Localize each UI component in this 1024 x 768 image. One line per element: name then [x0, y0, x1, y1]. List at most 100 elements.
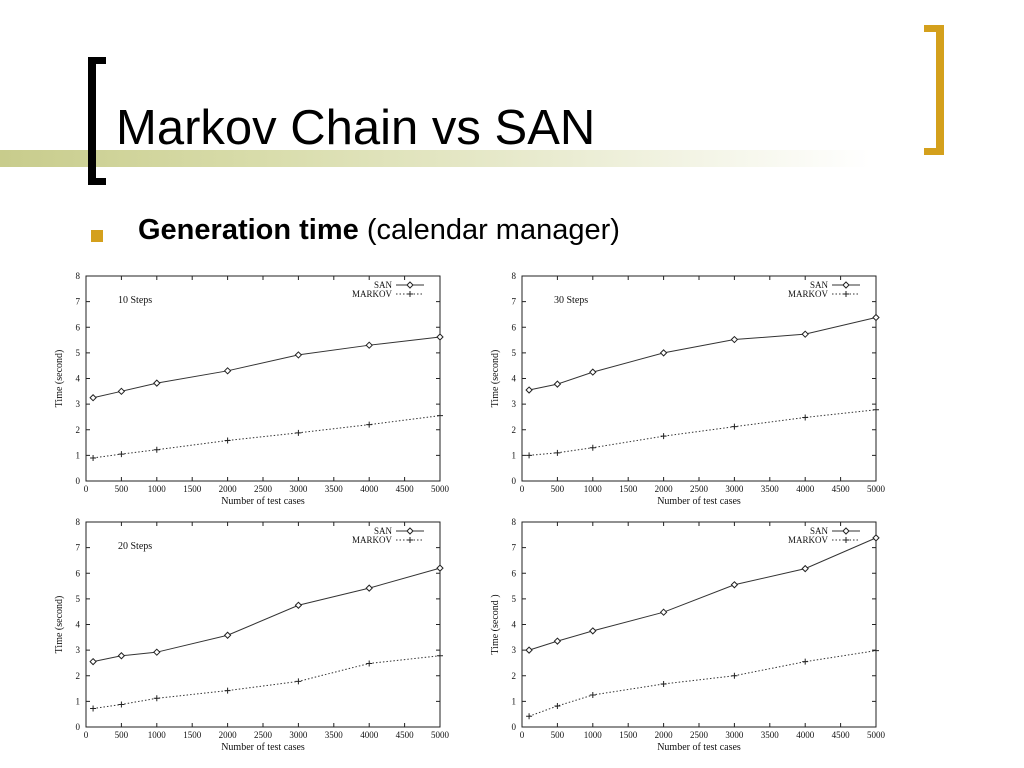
legend-label: MARKOV: [352, 535, 393, 545]
y-axis-label: Time (second): [490, 350, 501, 408]
y-tick-label: 2: [512, 671, 517, 681]
y-tick-label: 2: [76, 425, 81, 435]
x-tick-label: 1500: [183, 730, 202, 740]
legend-marker: [842, 527, 850, 535]
x-tick-label: 4500: [396, 484, 415, 494]
y-tick-label: 0: [512, 722, 517, 732]
x-tick-label: 4500: [396, 730, 415, 740]
x-axis-label: Number of test cases: [657, 742, 741, 753]
plot-frame: [85, 521, 441, 728]
y-tick-label: 1: [512, 696, 517, 706]
data-point-san: [294, 351, 303, 359]
chart-svg: 0 1 2 3 4 5 6 7 8 0 500 1000 1500 2000 2500 3000 3500 400…: [490, 271, 886, 507]
y-tick-label: 4: [76, 620, 81, 630]
bullet-bold-text: Generation time: [138, 214, 359, 246]
legend-label: SAN: [374, 526, 393, 536]
x-tick-label: 0: [520, 730, 525, 740]
data-point-markov: [224, 437, 231, 444]
x-tick-label: 3000: [725, 484, 744, 494]
x-tick-label: 1000: [584, 484, 603, 494]
y-tick-label: 2: [512, 425, 517, 435]
data-point-markov: [366, 660, 373, 667]
y-tick-label: 5: [76, 348, 81, 358]
x-tick-label: 2000: [655, 484, 674, 494]
legend-marker: [406, 281, 414, 289]
data-point-san: [525, 386, 533, 394]
data-point-san: [223, 631, 232, 639]
y-tick-label: 3: [76, 399, 81, 409]
bullet-text: Generation time (calendar manager): [138, 214, 620, 247]
data-point-markov: [437, 652, 443, 659]
x-tick-label: 0: [84, 484, 89, 494]
series-line-markov: [528, 650, 877, 717]
bullet-rest-text: (calendar manager): [358, 214, 620, 246]
data-point-san: [117, 652, 126, 660]
legend-marker: [843, 291, 849, 297]
y-axis-label: Time (second): [54, 350, 65, 408]
y-tick-label: 6: [512, 568, 517, 578]
y-tick-label: 1: [76, 450, 81, 460]
x-tick-label: 500: [551, 730, 565, 740]
legend-label: SAN: [810, 526, 829, 536]
x-tick-label: 1000: [584, 730, 603, 740]
legend-label: MARKOV: [352, 289, 393, 299]
data-point-markov: [554, 702, 561, 709]
data-point-markov: [437, 412, 443, 419]
data-point-markov: [153, 446, 160, 453]
y-tick-label: 7: [76, 543, 81, 553]
x-tick-label: 500: [551, 484, 565, 494]
x-tick-label: 1500: [619, 730, 638, 740]
y-tick-label: 0: [512, 476, 517, 486]
y-tick-label: 3: [512, 645, 517, 655]
x-tick-label: 0: [84, 730, 89, 740]
data-point-markov: [224, 687, 231, 694]
y-tick-label: 3: [76, 645, 81, 655]
chart-20-steps: 0 1 2 3 4 5 6 7 8 0 500 1000 1500 2000 2500 3000 3500 400…: [48, 514, 458, 758]
x-tick-label: 0: [520, 484, 525, 494]
left-bracket-decoration: [88, 57, 106, 185]
x-tick-label: 3500: [325, 730, 344, 740]
data-point-san: [730, 335, 739, 344]
legend-label: SAN: [374, 280, 393, 290]
data-point-markov: [526, 452, 533, 459]
x-tick-label: 2500: [254, 484, 273, 494]
legend-marker: [843, 537, 849, 543]
legend-label: MARKOV: [788, 289, 829, 299]
chart-30-steps: 0 1 2 3 4 5 6 7 8 0 500 1000 1500 2000 2500 3000 3500 400…: [484, 268, 894, 512]
data-point-san: [659, 608, 668, 616]
data-point-san: [436, 564, 444, 572]
plot-frame: [85, 275, 441, 482]
y-tick-label: 7: [76, 297, 81, 307]
series-line-san: [528, 537, 877, 651]
data-point-san: [525, 646, 533, 654]
data-point-markov: [873, 406, 879, 413]
x-tick-label: 2000: [219, 730, 238, 740]
x-tick-label: 4000: [796, 730, 815, 740]
x-tick-label: 2000: [655, 730, 674, 740]
data-point-markov: [802, 414, 809, 421]
y-tick-label: 3: [512, 399, 517, 409]
chart-svg: 0 1 2 3 4 5 6 7 8 0 500 1000 1500 2000 2500 3000 3500 400…: [490, 517, 886, 753]
data-point-markov: [802, 658, 809, 665]
x-tick-label: 3000: [725, 730, 744, 740]
y-tick-label: 4: [76, 374, 81, 384]
x-axis-label: Number of test cases: [221, 742, 305, 753]
legend-marker: [407, 537, 413, 543]
data-point-markov: [153, 695, 160, 702]
legend-marker: [842, 281, 850, 289]
data-point-san: [223, 367, 232, 375]
data-point-san: [553, 637, 562, 645]
data-point-san: [436, 333, 444, 341]
y-tick-label: 6: [512, 322, 517, 332]
y-tick-label: 4: [512, 374, 517, 384]
x-tick-label: 4000: [796, 484, 815, 494]
data-point-san: [117, 387, 126, 396]
y-tick-label: 6: [76, 322, 81, 332]
y-tick-label: 8: [512, 517, 517, 527]
x-tick-label: 2500: [690, 484, 709, 494]
data-point-markov: [873, 647, 879, 654]
x-tick-label: 1000: [148, 730, 167, 740]
data-point-markov: [589, 691, 596, 698]
y-axis-label: Time (second): [54, 596, 65, 654]
plot-frame: [521, 521, 877, 728]
